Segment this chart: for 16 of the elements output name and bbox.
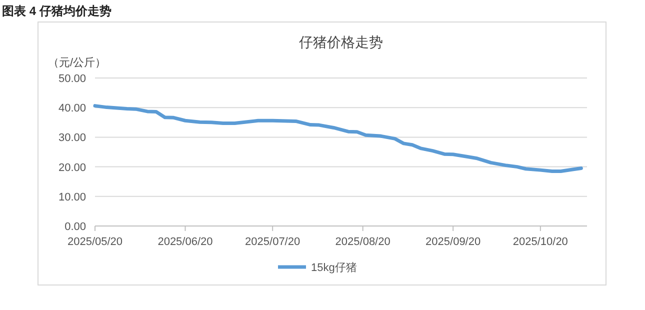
- y-tick-label: 10.00: [58, 191, 86, 204]
- x-tick-label: 2025/09/20: [426, 236, 481, 248]
- x-tick-label: 2025/08/20: [335, 236, 390, 248]
- y-axis-title: （元/公斤）: [48, 56, 106, 69]
- text: 图表 4 仔猪均价走势: [2, 4, 112, 18]
- x-tick-label: 2025/07/20: [245, 236, 300, 248]
- x-tick-label: 2025/06/20: [158, 236, 213, 248]
- x-tick-label: 2025/10/20: [512, 236, 568, 248]
- chart-title: 仔猪价格走势: [299, 34, 383, 50]
- y-tick-label: 20.00: [58, 162, 86, 174]
- y-tick-label: 40.00: [58, 102, 86, 115]
- y-tick-label: 30.00: [58, 132, 86, 144]
- y-tick-label: 0.00: [64, 221, 86, 233]
- y-tick-label: 50.00: [58, 73, 86, 85]
- legend-label: 15kg仔猪: [311, 261, 357, 274]
- x-tick-label: 2025/05/20: [67, 236, 123, 248]
